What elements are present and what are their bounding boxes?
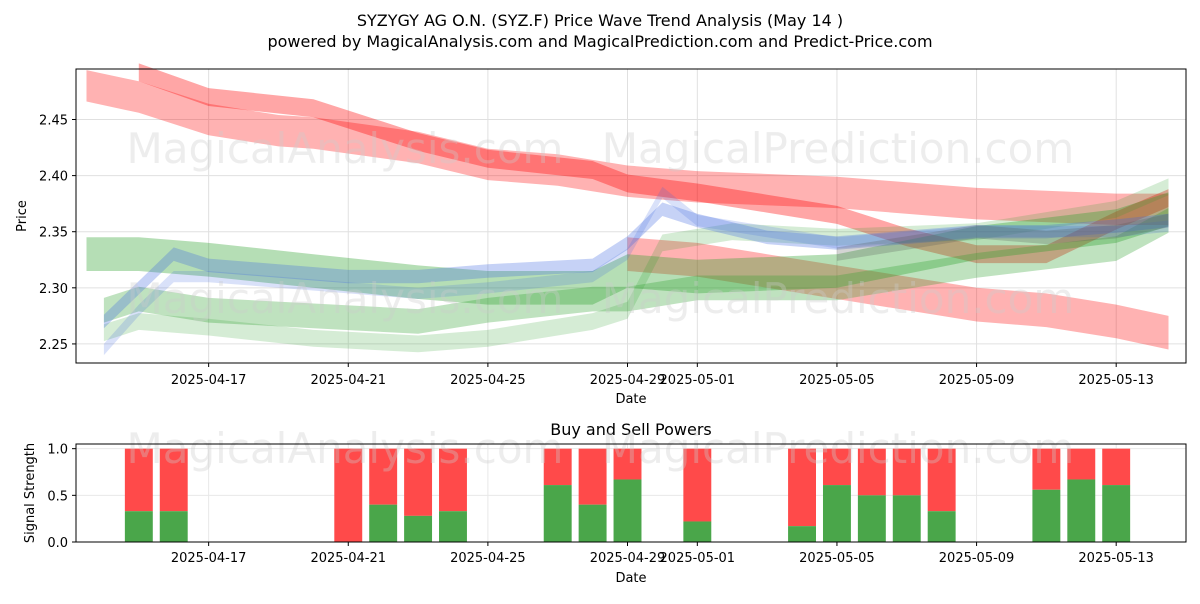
chart-subtitle: powered by MagicalAnalysis.com and Magic… xyxy=(267,32,932,51)
price-y-tick-label: 2.25 xyxy=(39,338,68,353)
signal-plot-frame xyxy=(75,443,1187,543)
signal-bars xyxy=(124,448,1131,542)
buy-power-bar xyxy=(1102,485,1131,542)
sell-power-bar xyxy=(369,448,398,505)
buy-power-bar xyxy=(543,485,572,542)
watermark-prediction-mid: MagicalPrediction.com xyxy=(602,274,1075,323)
buy-power-bar xyxy=(788,526,816,542)
sell-power-bar xyxy=(578,448,607,505)
sell-power-bar xyxy=(404,448,433,516)
signal-x-tick-label: 2025-04-29 xyxy=(590,551,666,566)
wave-band-red-wave-lower xyxy=(627,237,1169,350)
price-x-ticks: 2025-04-17 2025-04-21 2025-04-25 2025-04-29… xyxy=(171,363,1154,388)
sell-power-bar xyxy=(788,448,816,527)
wave-band-green-wave-3 xyxy=(103,178,1169,353)
signal-x-tick-label: 2025-05-05 xyxy=(799,551,875,566)
buy-power-bar xyxy=(613,479,642,542)
signal-x-tick-label: 2025-05-09 xyxy=(939,551,1015,566)
sell-power-bar xyxy=(892,448,921,496)
buy-power-bar xyxy=(822,485,851,542)
signal-x-tick-label: 2025-04-21 xyxy=(310,551,386,566)
price-x-tick-label: 2025-04-21 xyxy=(310,373,386,388)
sell-power-bar xyxy=(1032,448,1061,490)
signal-y-ticks: 0.0 0.5 1.0 xyxy=(47,443,76,551)
sell-power-bar xyxy=(613,448,642,480)
buy-power-bar xyxy=(578,504,607,542)
sell-power-bar xyxy=(683,448,712,522)
sell-power-bar xyxy=(439,448,467,512)
signal-x-tick-label: 2025-04-17 xyxy=(171,551,247,566)
chart-title: SYZYGY AG O.N. (SYZ.F) Price Wave Trend … xyxy=(357,11,843,30)
price-x-tick-label: 2025-04-17 xyxy=(171,373,247,388)
signal-x-axis-title: Date xyxy=(615,571,646,586)
price-y-axis-title: Price xyxy=(15,200,30,232)
sell-power-bar xyxy=(927,448,956,512)
price-x-tick-label: 2025-05-09 xyxy=(939,373,1015,388)
wave-band-blue-wave-1 xyxy=(103,202,1169,329)
buy-power-bar xyxy=(124,511,153,542)
sell-power-bar xyxy=(857,448,886,496)
signal-x-tick-label: 2025-05-13 xyxy=(1078,551,1154,566)
price-y-tick-label: 2.30 xyxy=(39,282,68,297)
signal-plot: Buy and Sell Powers MagicalAnalysis.com … xyxy=(23,420,1187,586)
watermark-analysis-bottom: MagicalAnalysis.com xyxy=(127,424,564,473)
sell-power-bar xyxy=(124,448,153,512)
signal-plot-title: Buy and Sell Powers xyxy=(550,420,712,439)
price-waves xyxy=(86,63,1169,356)
wave-band-red-wave-upper xyxy=(86,70,1169,225)
watermark-analysis-mid: MagicalAnalysis.com xyxy=(127,274,564,323)
buy-power-bar xyxy=(892,495,921,542)
price-x-tick-label: 2025-05-01 xyxy=(660,373,736,388)
buy-power-bar xyxy=(927,511,956,542)
signal-x-ticks: 2025-04-17 2025-04-21 2025-04-25 2025-04-29… xyxy=(171,542,1154,566)
wave-band-red-wave-main xyxy=(138,63,1169,264)
signal-y-tick-label: 1.0 xyxy=(47,443,68,458)
buy-power-bar xyxy=(1032,489,1061,542)
sell-power-bar xyxy=(1067,448,1096,480)
signal-x-tick-label: 2025-05-01 xyxy=(660,551,736,566)
buy-power-bar xyxy=(404,515,433,542)
signal-y-tick-label: 0.0 xyxy=(47,536,68,551)
signal-y-axis-title: Signal Strength xyxy=(23,443,38,543)
buy-power-bar xyxy=(857,495,886,542)
price-plot: MagicalAnalysis.com MagicalPrediction.co… xyxy=(15,63,1187,407)
signal-y-tick-label: 0.5 xyxy=(47,489,68,504)
price-plot-background xyxy=(76,69,1186,363)
price-x-tick-label: 2025-04-25 xyxy=(450,373,526,388)
price-grid xyxy=(76,69,1186,363)
buy-power-bar xyxy=(1067,479,1096,542)
wave-band-green-wave-1 xyxy=(86,192,1169,305)
price-plot-frame xyxy=(75,68,1187,364)
signal-x-tick-label: 2025-04-25 xyxy=(450,551,526,566)
price-y-tick-label: 2.40 xyxy=(39,170,68,185)
buy-power-bar xyxy=(439,511,467,542)
watermark-prediction-top: MagicalPrediction.com xyxy=(602,124,1075,173)
sell-power-bar xyxy=(1102,448,1131,486)
price-y-tick-label: 2.45 xyxy=(39,113,68,128)
buy-power-bar xyxy=(683,521,712,542)
wave-band-green-wave-2 xyxy=(103,208,1169,334)
buy-power-bar xyxy=(159,511,188,542)
buy-power-bar xyxy=(369,504,398,542)
sell-power-bar xyxy=(159,448,188,512)
watermark-analysis-top: MagicalAnalysis.com xyxy=(127,124,564,173)
price-x-axis-title: Date xyxy=(615,392,646,407)
watermark-prediction-bottom: MagicalPrediction.com xyxy=(602,424,1075,473)
sell-power-bar xyxy=(334,448,363,542)
wave-band-dark-wave xyxy=(836,213,1169,261)
price-y-tick-label: 2.35 xyxy=(39,226,68,241)
price-x-tick-label: 2025-04-29 xyxy=(590,373,666,388)
price-y-ticks: 2.25 2.30 2.35 2.40 2.45 xyxy=(39,113,76,353)
sell-power-bar xyxy=(543,448,572,486)
price-x-tick-label: 2025-05-05 xyxy=(799,373,875,388)
price-x-tick-label: 2025-05-13 xyxy=(1078,373,1154,388)
sell-power-bar xyxy=(822,448,851,486)
